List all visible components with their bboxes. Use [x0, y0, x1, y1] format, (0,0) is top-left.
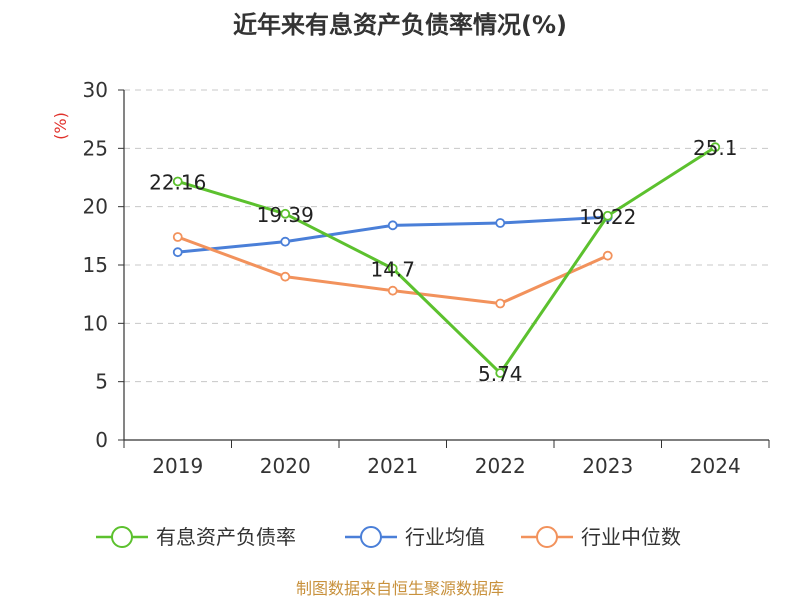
legend-item: 行业均值: [345, 525, 485, 549]
data-point: [495, 368, 506, 378]
legend-swatch-marker: [536, 526, 558, 548]
data-label: 22.16: [149, 170, 206, 194]
legend-item: 有息资产负债率: [96, 525, 296, 549]
y-tick-label: 5: [95, 370, 108, 394]
legend-label: 有息资产负债率: [156, 525, 296, 549]
x-tick-label: 2023: [582, 454, 633, 478]
series-line: [177, 145, 717, 375]
y-tick-label: 0: [95, 428, 108, 452]
data-label: 5.74: [478, 362, 523, 386]
legend-swatch-marker: [111, 526, 133, 548]
y-tick-label: 20: [83, 195, 108, 219]
legend-label: 行业中位数: [581, 525, 681, 549]
grid-lines: [124, 89, 769, 383]
data-point: [387, 220, 398, 231]
x-tick-label: 2024: [690, 454, 741, 478]
data-point: [387, 285, 398, 296]
data-point: [602, 250, 613, 261]
legend-swatch-marker: [360, 526, 382, 548]
legend-label: 行业均值: [405, 525, 485, 549]
series-group: [172, 142, 721, 378]
data-label: 14.7: [370, 258, 415, 282]
data-label: 25.1: [693, 136, 738, 160]
chart-title: 近年来有息资产负债率情况(%): [233, 11, 567, 39]
data-point: [387, 263, 398, 274]
y-tick-label: 30: [83, 78, 108, 102]
data-point: [172, 247, 183, 258]
data-label: 19.22: [579, 205, 636, 229]
series-2: [172, 232, 613, 309]
data-point: [172, 176, 183, 187]
y-tick-label: 25: [83, 136, 108, 160]
data-point: [602, 210, 613, 221]
data-point: [172, 232, 183, 242]
x-tick-label: 2020: [260, 454, 311, 478]
x-tick-label: 2021: [367, 454, 418, 478]
data-labels: 22.16 19.39 14.7 5.74 19.22 25.1: [149, 136, 737, 386]
data-point: [280, 271, 291, 282]
data-point: [280, 208, 291, 219]
x-tick-label: 2022: [475, 454, 526, 478]
legend: 有息资产负债率 行业均值 行业中位数: [96, 525, 681, 549]
data-point: [495, 298, 506, 309]
data-point: [280, 236, 291, 247]
y-tick-label: 10: [83, 311, 108, 335]
series-0: [172, 142, 721, 378]
y-axis-label: (%): [51, 112, 70, 140]
data-label: 19.39: [257, 203, 314, 227]
data-point: [495, 218, 506, 228]
legend-item: 行业中位数: [521, 525, 681, 549]
data-point: [710, 142, 721, 153]
series-1: [172, 212, 613, 258]
x-tick-label: 2019: [152, 454, 203, 478]
y-tick-label: 15: [83, 253, 108, 277]
source-footer: 制图数据来自恒生聚源数据库: [296, 579, 504, 598]
axes: 0 5 10 15 20 25 30 2019 2020 2021 2022 2023 2024: [83, 78, 770, 478]
